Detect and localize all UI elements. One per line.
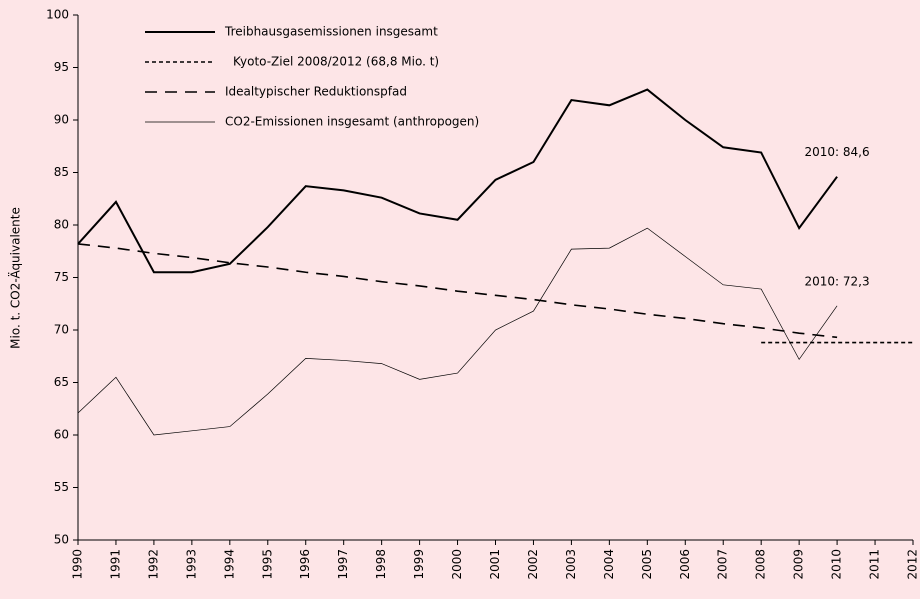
y-tick-label: 95: [54, 60, 69, 74]
x-tick-label: 2009: [792, 549, 806, 580]
annotation: 2010: 72,3: [805, 274, 870, 288]
y-tick-label: 75: [54, 270, 69, 284]
y-tick-label: 50: [54, 533, 69, 547]
x-tick-label: 2006: [678, 549, 692, 580]
y-tick-label: 70: [54, 323, 69, 337]
x-tick-label: 1999: [412, 549, 426, 580]
x-tick-label: 1996: [298, 549, 312, 580]
y-axis-label: Mio. t. CO2-Äquivalente: [8, 207, 23, 349]
series-line: [77, 88, 838, 274]
y-tick-label: 55: [54, 480, 69, 494]
legend-label: Treibhausgasemissionen insgesamt: [224, 25, 438, 39]
x-tick-label: 2008: [754, 549, 768, 580]
x-tick-label: 1997: [336, 549, 350, 580]
x-tick-label: 2010: [830, 549, 844, 580]
x-tick-label: 2011: [868, 549, 882, 580]
x-tick-label: 1994: [222, 549, 236, 580]
x-tick-label: 2002: [526, 549, 540, 580]
x-tick-label: 2004: [602, 549, 616, 580]
y-tick-label: 85: [54, 165, 69, 179]
x-tick-label: 2001: [488, 549, 502, 580]
x-tick-label: 1995: [260, 549, 274, 580]
y-tick-label: 80: [54, 218, 69, 232]
x-tick-label: 2005: [640, 549, 654, 580]
y-tick-label: 90: [54, 113, 69, 127]
x-tick-label: 2003: [564, 549, 578, 580]
x-tick-label: 1990: [71, 549, 85, 580]
series-line: [77, 227, 838, 436]
annotation: 2010: 84,6: [805, 145, 870, 159]
y-tick-label: 100: [46, 8, 69, 22]
legend-label: CO2-Emissionen insgesamt (anthropogen): [225, 115, 479, 129]
legend-label: Idealtypischer Reduktionspfad: [225, 85, 407, 99]
y-tick-label: 60: [54, 428, 69, 442]
legend-label: Kyoto-Ziel 2008/2012 (68,8 Mio. t): [233, 55, 439, 69]
x-tick-label: 1991: [108, 549, 122, 580]
series-line: [77, 243, 838, 339]
x-tick-label: 1998: [374, 549, 388, 580]
x-tick-label: 1993: [184, 549, 198, 580]
x-tick-label: 2012: [906, 549, 920, 580]
x-tick-label: 1992: [146, 549, 160, 580]
y-tick-label: 65: [54, 375, 69, 389]
x-tick-label: 2007: [716, 549, 730, 580]
x-tick-label: 2000: [450, 549, 464, 580]
